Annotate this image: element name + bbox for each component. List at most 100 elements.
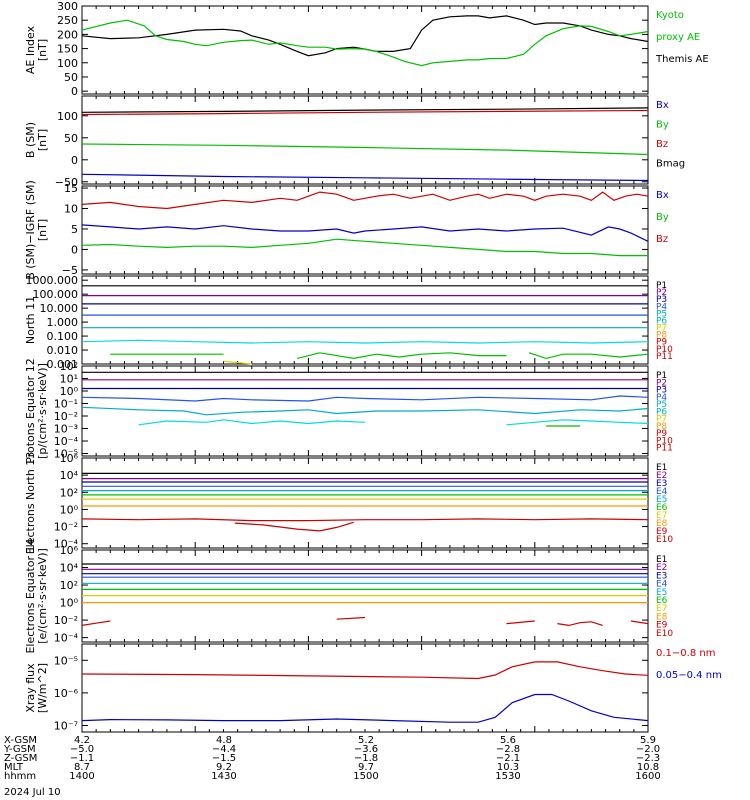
series-line [296,352,507,360]
y-tick-label: 0 [71,85,78,98]
legend-label: E10 [656,535,673,545]
legend-label: P6 [656,407,667,417]
ephemeris-value: −2.0 [636,744,660,755]
y-tick-label: 0 [71,154,78,167]
ephemeris-value: 1500 [353,771,378,782]
series-line [138,419,366,426]
legend-label: P11 [656,352,673,362]
series-line [81,238,648,257]
ephemeris-row-label: MLT [4,762,24,773]
legend-label: E5 [656,495,667,505]
ephemeris-row-label: Y-GSM [3,744,36,755]
ephemeris-value: −5.0 [70,744,94,755]
legend-label: By [656,212,669,223]
y-tick-label: 10.000 [40,302,79,315]
series-line [506,419,649,426]
legend-label: proxy AE [656,32,700,43]
series-line [234,521,354,532]
y-tick-label: −50 [55,176,78,189]
panel-frame [81,275,649,365]
y-tick-label: 10¹ [60,373,78,386]
legend-label: P8 [656,422,667,432]
legend-label: E1 [656,555,667,565]
series-line [81,620,111,626]
y-tick-label: 1000.000 [26,274,79,287]
series-line [81,15,649,57]
ephemeris-value: 4.8 [216,735,232,746]
legend-label: P3 [656,386,667,396]
y-tick-label: 5 [71,223,78,236]
legend-label: P1 [656,371,667,381]
y-axis-label: B (SM) [24,122,37,158]
y-axis-label: AE Index [24,25,37,74]
legend-label: E10 [656,629,673,639]
y-tick-label: 250 [57,14,78,27]
y-tick-label: 100 [57,110,78,123]
legend-label: 0.1−0.8 nm [656,648,715,659]
y-axis-label: Electrons Equator 14 [24,538,37,653]
y-tick-label: 10⁶ [60,452,79,465]
legend-label: E5 [656,588,667,598]
legend-label: P7 [656,415,667,425]
legend-label: P5 [656,309,667,319]
y-tick-label: 10⁰ [60,597,79,610]
ephemeris-row-label: X-GSM [4,735,37,746]
ephemeris-value: −2.3 [636,753,660,764]
legend-label: P2 [656,378,667,388]
ephemeris-value: −1.5 [212,753,236,764]
y-tick-label: 10⁻⁶ [54,687,79,700]
y-tick-label: −5 [62,264,78,277]
legend-label: P8 [656,331,667,341]
y-axis-units: [p/(cm²·s·sr·keV)] [36,363,49,459]
legend-label: P9 [656,429,667,439]
ephemeris-value: −1.1 [70,753,94,764]
legend-label: Kyoto [656,10,684,21]
y-tick-label: 0 [71,243,78,256]
ephemeris-value: −4.4 [212,744,236,755]
y-tick-label: 10² [60,486,78,499]
series-line [506,620,535,625]
y-tick-label: 10⁻⁴ [54,435,79,448]
y-tick-label: 0.010 [47,344,79,357]
legend-label: Themis AE [655,54,709,65]
y-tick-label: 10⁰ [60,503,79,516]
ephemeris-row-label: hhmm [4,771,36,782]
legend-label: E7 [656,604,667,614]
y-tick-label: 10⁻⁵ [54,654,78,667]
ephemeris-value: 5.2 [358,735,374,746]
legend-label: E8 [656,612,668,622]
legend-label: By [656,120,669,131]
ephemeris-value: −2.8 [496,744,520,755]
series-line [81,19,649,67]
y-tick-label: 10⁴ [60,562,79,575]
panel-frame [81,643,649,733]
ephemeris-value: 10.8 [637,762,659,773]
y-axis-units: [nT] [36,129,49,151]
y-tick-label: 10⁻⁴ [54,632,79,645]
legend-label: E9 [656,527,668,537]
y-tick-label: 10⁻² [54,614,78,627]
y-axis-units: [e/(cm²·s·sr·keV)] [36,548,49,644]
y-tick-label: 15 [64,182,78,195]
ephemeris-value: 4.2 [74,735,90,746]
date-label: 2024 Jul 10 [4,787,61,798]
series-line [557,621,603,627]
panel-frame [81,457,649,549]
ephemeris-value: −3.6 [354,744,378,755]
series-line [81,395,649,402]
ephemeris-value: 9.7 [358,762,374,773]
series-line [81,173,649,182]
y-tick-label: 10⁻⁵ [54,448,78,461]
y-tick-label: 10⁰ [60,385,79,398]
y-tick-label: 200 [57,28,78,41]
legend-label: P4 [656,302,667,312]
y-tick-label: 100.000 [33,288,79,301]
series-line [81,191,649,210]
ephemeris-value: 10.3 [497,762,519,773]
series-line [81,406,649,416]
legend-label: E6 [656,503,668,513]
ephemeris-value: 5.9 [640,735,656,746]
legend-label: E9 [656,621,668,631]
series-line [528,352,649,360]
